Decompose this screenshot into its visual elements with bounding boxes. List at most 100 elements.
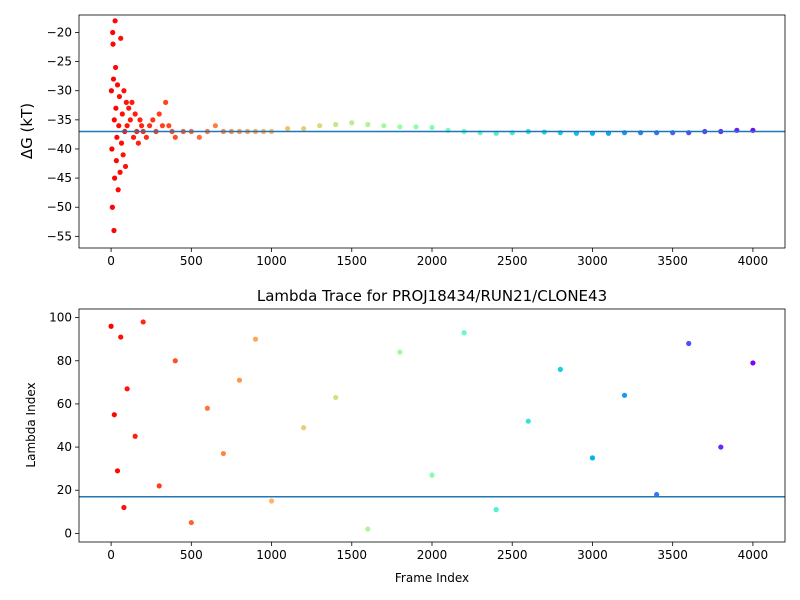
delta-g-y-tick-label: −55 [47, 229, 72, 243]
delta-g-point [109, 146, 115, 152]
delta-g-point [116, 93, 123, 100]
delta-g-x-tick-label: 0 [107, 254, 115, 268]
lambda-point [220, 450, 227, 457]
lambda-x-ticks: 0 500 1000 1500 2000 2500 3000 3500 4000 [107, 542, 768, 562]
delta-g-point [115, 187, 121, 193]
delta-g-point [113, 105, 119, 111]
delta-g-point [365, 121, 371, 128]
delta-g-point [126, 105, 132, 111]
delta-g-point [172, 134, 178, 140]
lambda-point [333, 394, 339, 401]
lambda-y-ticks: 0 20 40 60 80 100 [49, 311, 79, 540]
lambda-x-tick-label: 1500 [336, 548, 367, 562]
lambda-point [429, 472, 435, 478]
delta-g-point [114, 134, 120, 140]
delta-g-point [129, 99, 135, 105]
delta-g-x-tick-label: 1000 [256, 254, 287, 268]
lambda-y-tick-label: 40 [57, 440, 72, 454]
delta-g-point [413, 124, 419, 130]
lambda-point [718, 444, 724, 450]
lambda-point [268, 498, 275, 504]
lambda-x-axis-label: Frame Index [395, 571, 469, 585]
lambda-point [108, 323, 114, 329]
delta-g-point [166, 123, 172, 129]
lambda-y-tick-label: 20 [57, 483, 72, 497]
delta-g-point [117, 169, 123, 175]
delta-g-point [120, 152, 126, 158]
delta-g-point [284, 125, 291, 132]
delta-g-point [110, 29, 116, 36]
lambda-x-tick-label: 2000 [417, 548, 448, 562]
lambda-point [252, 336, 259, 342]
delta-g-point [150, 117, 156, 123]
delta-g-point [108, 88, 115, 94]
lambda-x-tick-label: 500 [180, 548, 203, 562]
delta-g-point [163, 99, 169, 105]
lambda-point [111, 412, 117, 418]
lambda-x-tick-label: 0 [107, 548, 115, 562]
lambda-point [493, 507, 499, 513]
delta-g-point [112, 175, 118, 181]
lambda-point [397, 349, 403, 355]
lambda-x-tick-label: 1000 [256, 548, 287, 562]
delta-g-y-tick-label: −25 [47, 55, 72, 69]
delta-g-point [110, 76, 117, 82]
delta-g-point [397, 124, 403, 130]
lambda-point [140, 319, 146, 325]
delta-g-point [127, 117, 133, 123]
delta-g-point [349, 120, 355, 126]
delta-g-point [113, 158, 119, 164]
delta-g-x-tick-label: 1500 [336, 254, 367, 268]
delta-g-x-tick-label: 2000 [417, 254, 448, 268]
delta-g-point [118, 140, 125, 146]
delta-g-point [212, 123, 218, 129]
delta-g-point [130, 134, 137, 140]
delta-g-point [112, 18, 118, 24]
delta-g-x-tick-label: 3000 [577, 254, 608, 268]
delta-g-point [333, 121, 339, 128]
delta-g-point [111, 227, 117, 234]
delta-g-point [119, 111, 125, 117]
delta-g-point [135, 140, 141, 146]
lambda-point [172, 358, 178, 364]
lambda-x-tick-label: 3500 [657, 548, 688, 562]
delta-g-point [112, 64, 119, 71]
lambda-point [204, 405, 210, 411]
delta-g-y-tick-label: −35 [47, 113, 72, 127]
delta-g-point [122, 163, 129, 170]
delta-g-point [114, 82, 121, 88]
lambda-chart-title: Lambda Trace for PROJ18434/RUN21/CLONE43 [257, 287, 607, 305]
delta-g-x-tick-label: 3500 [657, 254, 688, 268]
lambda-point [121, 504, 127, 511]
delta-g-x-ticks: 0 500 1000 1500 2000 2500 3000 3500 4000 [107, 248, 768, 268]
delta-g-point [121, 88, 127, 94]
lambda-point [156, 483, 162, 489]
lambda-point [236, 377, 243, 383]
delta-g-point [317, 123, 323, 129]
lambda-point [188, 519, 194, 526]
delta-g-y-axis-label: ΔG (kT) [18, 103, 36, 159]
lambda-point [589, 455, 596, 461]
delta-g-point [118, 35, 124, 41]
delta-g-x-tick-label: 4000 [738, 254, 769, 268]
lambda-point [525, 418, 531, 424]
lambda-x-tick-label: 3000 [577, 548, 608, 562]
lambda-point [132, 433, 138, 439]
lambda-point [557, 366, 563, 373]
delta-g-point [110, 41, 116, 47]
lambda-x-tick-label: 2500 [497, 548, 528, 562]
delta-g-y-tick-label: −45 [47, 171, 72, 185]
delta-g-y-tick-label: −30 [47, 84, 72, 98]
delta-g-point [147, 123, 153, 129]
delta-g-points [108, 18, 756, 234]
delta-g-point [159, 123, 166, 129]
delta-g-panel: 0 500 1000 1500 2000 2500 3000 3500 4000 −20−25−… [18, 14, 786, 268]
lambda-y-tick-label: 80 [57, 354, 72, 368]
delta-g-y-tick-label: −50 [47, 200, 72, 214]
lambda-points [108, 319, 756, 532]
lambda-point [621, 392, 628, 398]
delta-g-point [124, 123, 130, 129]
delta-g-point [137, 117, 143, 123]
delta-g-point [116, 123, 122, 129]
